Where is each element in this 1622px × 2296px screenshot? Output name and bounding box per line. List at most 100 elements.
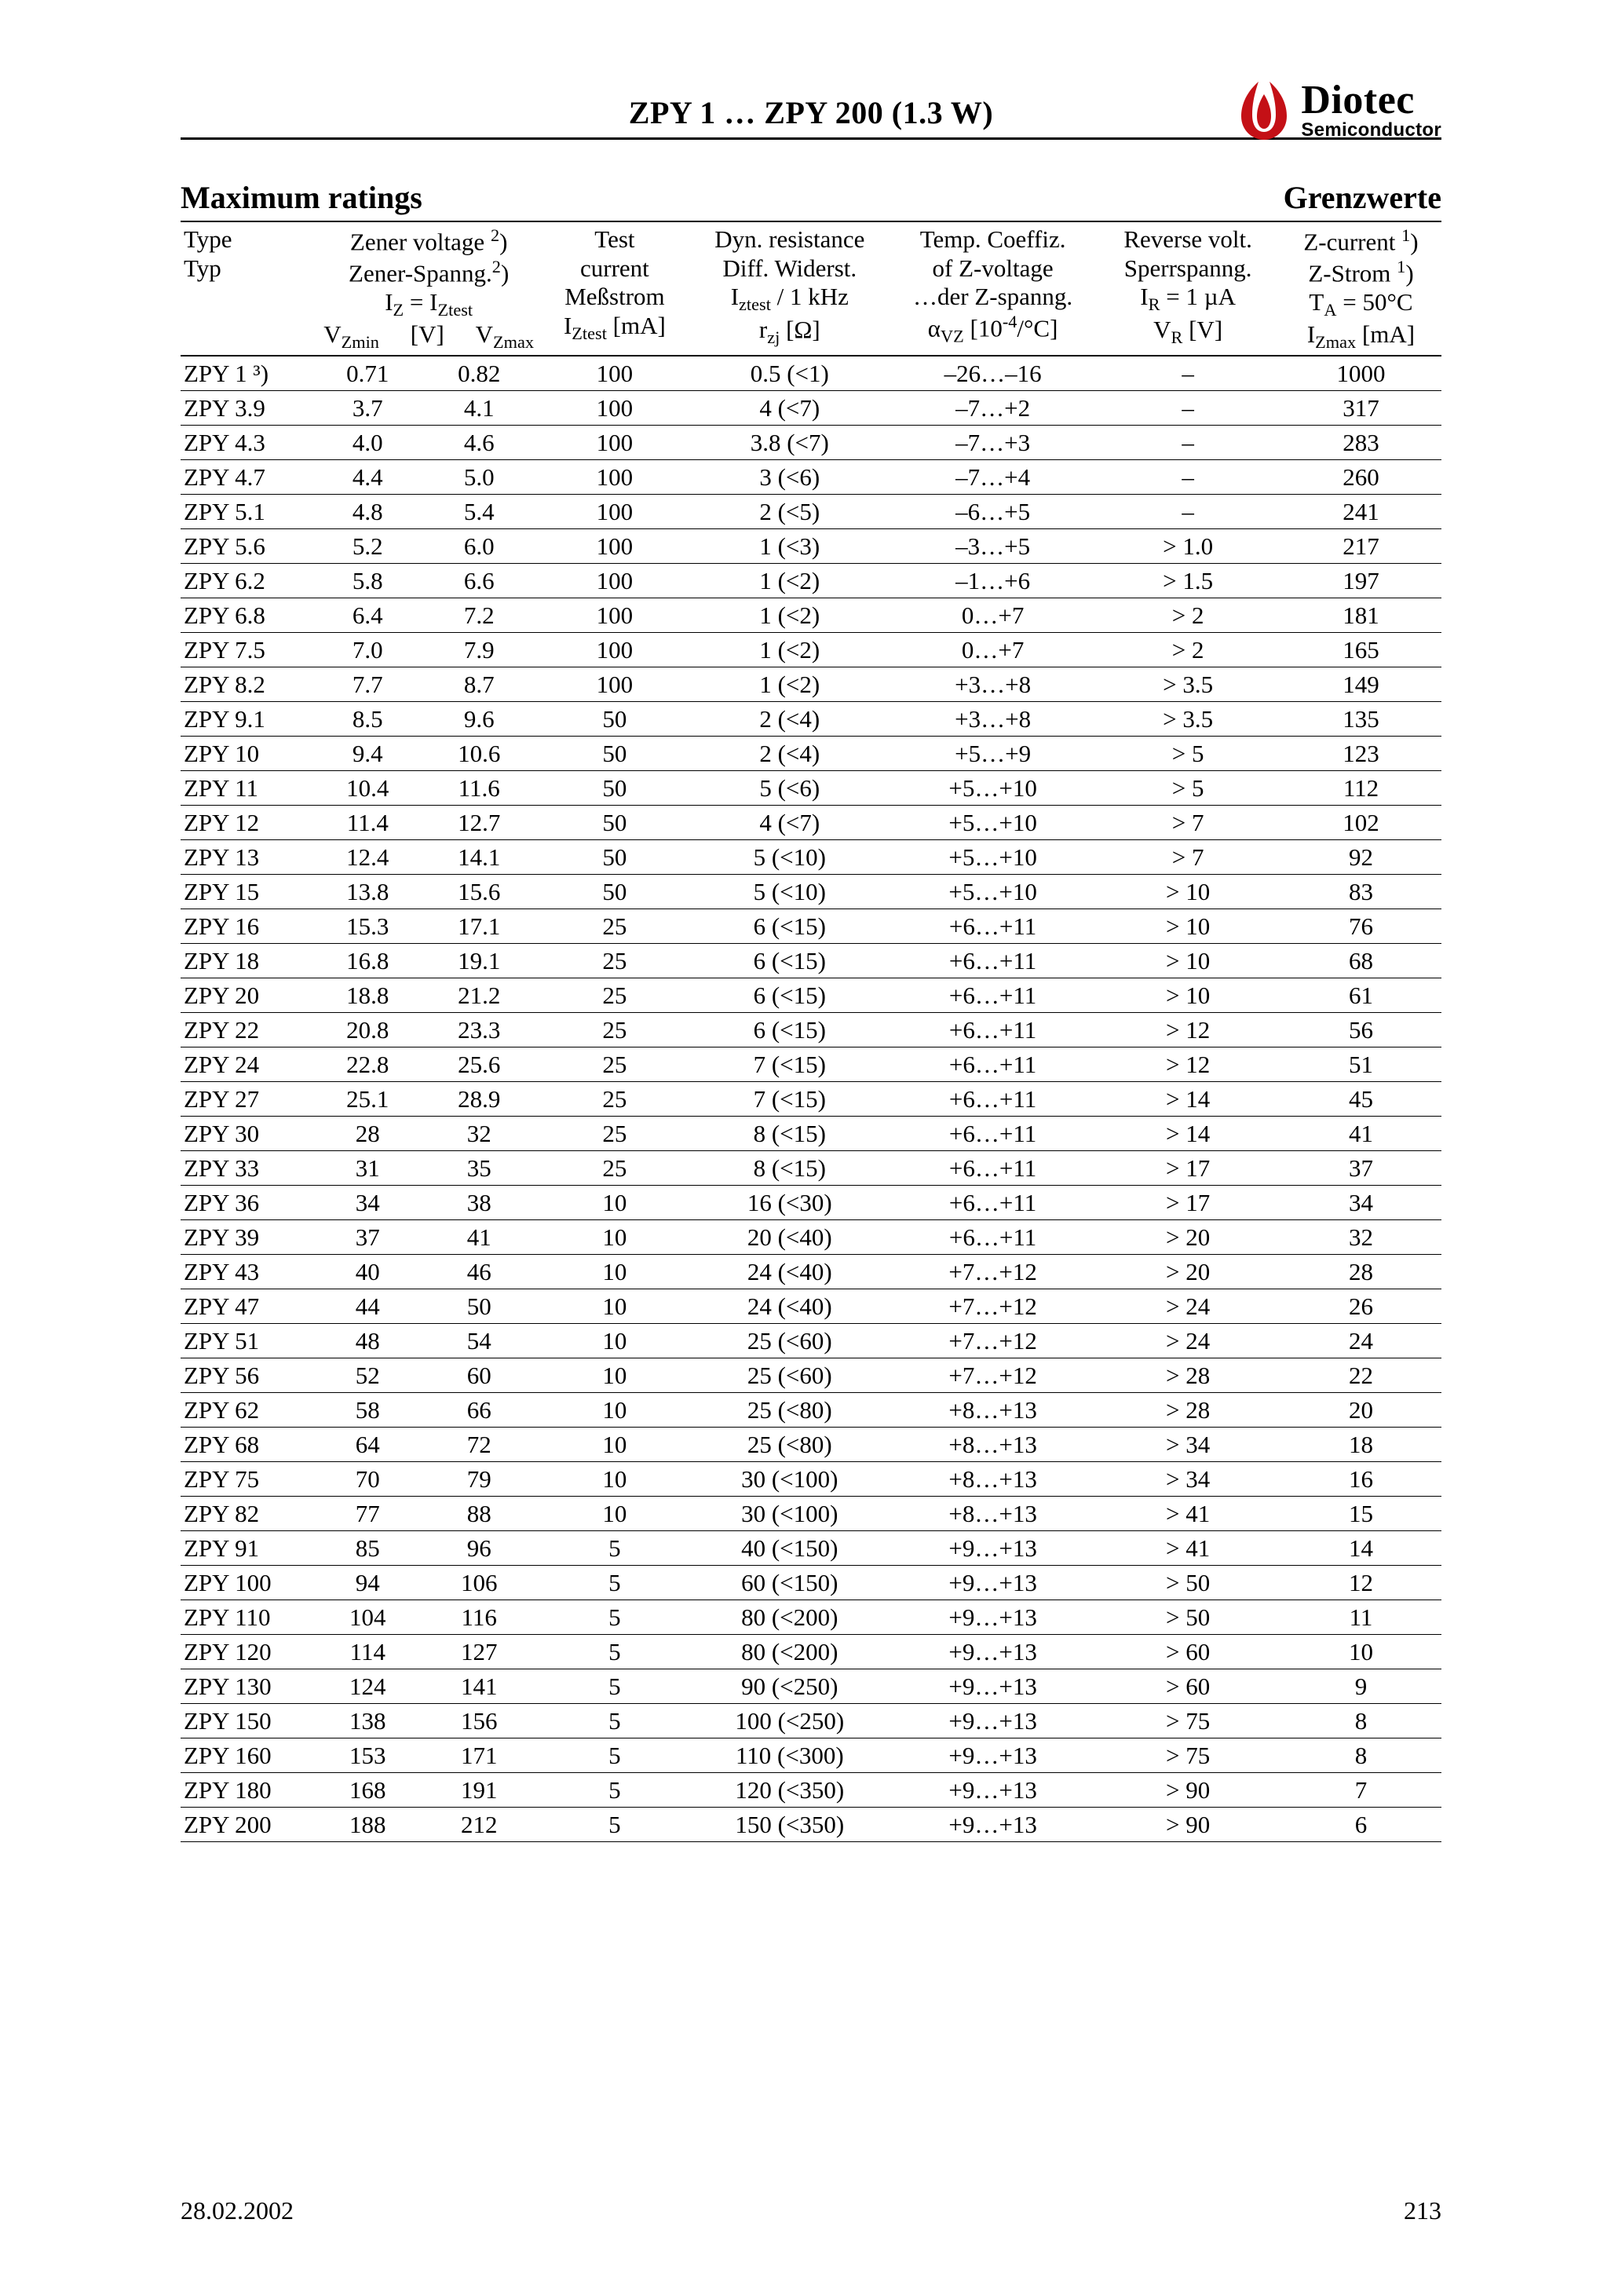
cell-itest: 5 xyxy=(540,1634,689,1669)
cell-itest: 100 xyxy=(540,356,689,391)
cell-type: ZPY 82 xyxy=(181,1496,317,1530)
cell-rzj: 1 (<3) xyxy=(689,528,890,563)
cell-type: ZPY 68 xyxy=(181,1427,317,1461)
cell-vr: > 75 xyxy=(1095,1703,1280,1738)
cell-izmax: 241 xyxy=(1280,494,1441,528)
table-row: ZPY 5.14.85.41002 (<5)–6…+5–241 xyxy=(181,494,1441,528)
col-avz-l3: …der Z-spanng. xyxy=(913,283,1072,310)
cell-izmax: 41 xyxy=(1280,1116,1441,1150)
cell-type: ZPY 39 xyxy=(181,1219,317,1254)
cell-itest: 5 xyxy=(540,1565,689,1600)
cell-itest: 5 xyxy=(540,1669,689,1703)
cell-avz: +9…+13 xyxy=(890,1738,1095,1772)
table-row: ZPY 6.86.47.21001 (<2)0…+7> 2181 xyxy=(181,598,1441,632)
table-row: ZPY 130124141590 (<250)+9…+13> 609 xyxy=(181,1669,1441,1703)
cell-vr: > 28 xyxy=(1095,1392,1280,1427)
cell-izmax: 6 xyxy=(1280,1807,1441,1841)
cell-izmax: 181 xyxy=(1280,598,1441,632)
cell-vmax: 116 xyxy=(418,1600,540,1634)
table-row: ZPY 8.27.78.71001 (<2)+3…+8> 3.5149 xyxy=(181,667,1441,701)
cell-itest: 10 xyxy=(540,1185,689,1219)
table-row: ZPY 4340461024 (<40)+7…+12> 2028 xyxy=(181,1254,1441,1289)
cell-avz: +8…+13 xyxy=(890,1461,1095,1496)
cell-vmin: 52 xyxy=(317,1358,418,1392)
cell-vmax: 212 xyxy=(418,1807,540,1841)
cell-vmin: 12.4 xyxy=(317,839,418,874)
cell-type: ZPY 56 xyxy=(181,1358,317,1392)
col-vzmax-label: VZmax xyxy=(476,320,534,353)
cell-type: ZPY 180 xyxy=(181,1772,317,1807)
cell-type: ZPY 120 xyxy=(181,1634,317,1669)
cell-izmax: 28 xyxy=(1280,1254,1441,1289)
table-row: ZPY 1615.317.1256 (<15)+6…+11> 1076 xyxy=(181,909,1441,943)
cell-itest: 50 xyxy=(540,701,689,736)
cell-avz: +6…+11 xyxy=(890,1150,1095,1185)
table-row: ZPY 109.410.6502 (<4)+5…+9> 5123 xyxy=(181,736,1441,770)
cell-itest: 10 xyxy=(540,1358,689,1392)
cell-rzj: 6 (<15) xyxy=(689,1012,890,1047)
cell-vr: – xyxy=(1095,494,1280,528)
cell-avz: +9…+13 xyxy=(890,1772,1095,1807)
cell-izmax: 112 xyxy=(1280,770,1441,805)
cell-rzj: 16 (<30) xyxy=(689,1185,890,1219)
cell-izmax: 16 xyxy=(1280,1461,1441,1496)
cell-vmax: 0.82 xyxy=(418,356,540,391)
cell-avz: –7…+3 xyxy=(890,425,1095,459)
col-itest-l3: Meßstrom xyxy=(564,283,664,310)
table-row: ZPY 110104116580 (<200)+9…+13> 5011 xyxy=(181,1600,1441,1634)
cell-vmin: 48 xyxy=(317,1323,418,1358)
cell-rzj: 120 (<350) xyxy=(689,1772,890,1807)
cell-rzj: 1 (<2) xyxy=(689,563,890,598)
table-row: ZPY 918596540 (<150)+9…+13> 4114 xyxy=(181,1530,1441,1565)
cell-rzj: 4 (<7) xyxy=(689,390,890,425)
cell-avz: +6…+11 xyxy=(890,1081,1095,1116)
cell-izmax: 26 xyxy=(1280,1289,1441,1323)
col-rzj-header: Dyn. resistance Diff. Widerst. Iztest / … xyxy=(689,222,890,349)
cell-type: ZPY 7.5 xyxy=(181,632,317,667)
cell-rzj: 5 (<6) xyxy=(689,770,890,805)
table-row: ZPY 333135258 (<15)+6…+11> 1737 xyxy=(181,1150,1441,1185)
cell-vmax: 6.6 xyxy=(418,563,540,598)
cell-rzj: 80 (<200) xyxy=(689,1634,890,1669)
cell-vmin: 58 xyxy=(317,1392,418,1427)
cell-rzj: 20 (<40) xyxy=(689,1219,890,1254)
cell-vr: > 17 xyxy=(1095,1150,1280,1185)
cell-itest: 25 xyxy=(540,978,689,1012)
cell-vmin: 34 xyxy=(317,1185,418,1219)
cell-type: ZPY 18 xyxy=(181,943,317,978)
cell-izmax: 68 xyxy=(1280,943,1441,978)
table-row: ZPY 2725.128.9257 (<15)+6…+11> 1445 xyxy=(181,1081,1441,1116)
table-row: ZPY 302832258 (<15)+6…+11> 1441 xyxy=(181,1116,1441,1150)
cell-vr: > 1.0 xyxy=(1095,528,1280,563)
ratings-tbody: ZPY 1 ³)0.710.821000.5 (<1)–26…–16–1000Z… xyxy=(181,356,1441,1842)
cell-itest: 25 xyxy=(540,909,689,943)
cell-vmax: 38 xyxy=(418,1185,540,1219)
cell-rzj: 4 (<7) xyxy=(689,805,890,839)
cell-vmin: 10.4 xyxy=(317,770,418,805)
table-row: ZPY 6258661025 (<80)+8…+13> 2820 xyxy=(181,1392,1441,1427)
cell-itest: 100 xyxy=(540,425,689,459)
cell-vmin: 20.8 xyxy=(317,1012,418,1047)
cell-vmax: 8.7 xyxy=(418,667,540,701)
cell-izmax: 32 xyxy=(1280,1219,1441,1254)
cell-vmax: 5.4 xyxy=(418,494,540,528)
cell-itest: 100 xyxy=(540,494,689,528)
cell-vmax: 35 xyxy=(418,1150,540,1185)
cell-vr: > 2 xyxy=(1095,598,1280,632)
cell-vr: > 34 xyxy=(1095,1427,1280,1461)
footer: 28.02.2002 213 xyxy=(181,2196,1441,2225)
cell-izmax: 14 xyxy=(1280,1530,1441,1565)
cell-vmin: 0.71 xyxy=(317,356,418,391)
cell-type: ZPY 51 xyxy=(181,1323,317,1358)
cell-vmin: 9.4 xyxy=(317,736,418,770)
cell-type: ZPY 62 xyxy=(181,1392,317,1427)
cell-vmax: 156 xyxy=(418,1703,540,1738)
table-row: ZPY 6864721025 (<80)+8…+13> 3418 xyxy=(181,1427,1441,1461)
cell-vmax: 21.2 xyxy=(418,978,540,1012)
cell-vmin: 25.1 xyxy=(317,1081,418,1116)
cell-type: ZPY 75 xyxy=(181,1461,317,1496)
cell-avz: +9…+13 xyxy=(890,1634,1095,1669)
cell-izmax: 76 xyxy=(1280,909,1441,943)
cell-itest: 10 xyxy=(540,1254,689,1289)
cell-type: ZPY 150 xyxy=(181,1703,317,1738)
